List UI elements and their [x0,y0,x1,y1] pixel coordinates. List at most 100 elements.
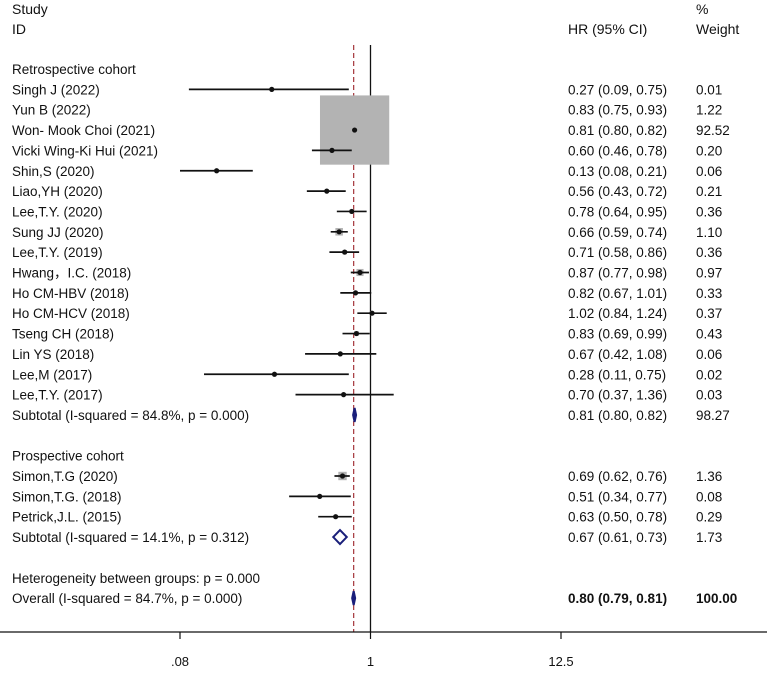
subtotal-label: Subtotal (I-squared = 84.8%, p = 0.000) [12,408,249,423]
study-label: Lee,T.Y. (2019) [12,245,103,260]
study-label: Lin YS (2018) [12,347,94,362]
point-estimate [369,310,375,316]
point-estimate [349,208,355,215]
study-label: Won- Mook Choi (2021) [12,123,155,138]
subtotal-diamond [331,528,349,546]
study-label: Simon,T.G. (2018) [12,489,122,504]
weight-text: 0.37 [696,306,722,321]
group-label: Retrospective cohort [12,62,136,77]
study-label: Tseng CH (2018) [12,327,114,342]
effect-ci-text: 0.56 (0.43, 0.72) [568,184,667,199]
effect-ci-text: 0.60 (0.46, 0.78) [568,143,667,158]
column-headers: Study ID HR (95% CI) % Weight [12,1,739,37]
effect-ci-text: 0.70 (0.37, 1.36) [568,388,667,403]
effect-ci-text: 0.81 (0.80, 0.82) [568,123,667,138]
weight-text: 98.27 [696,408,730,423]
weight-text: 1.10 [696,225,722,240]
study-label: Lee,T.Y. (2020) [12,204,103,219]
study-label: Singh J (2022) [12,82,100,97]
point-estimate [342,249,348,255]
point-estimate [333,514,339,520]
point-estimate [317,493,323,499]
point-estimate [357,269,363,276]
weight-text: 0.06 [696,164,722,179]
study-label: Sung JJ (2020) [12,225,104,240]
effect-ci-text: 0.80 (0.79, 0.81) [568,591,667,606]
study-label: Lee,T.Y. (2017) [12,388,103,403]
point-estimate [353,330,360,337]
point-estimate [214,168,220,174]
point-estimate [329,147,335,153]
point-estimate [352,127,358,133]
effect-ci-text: 0.83 (0.69, 0.99) [568,327,667,342]
subtotal-diamond [352,407,358,423]
effect-ci-text: 0.66 (0.59, 0.74) [568,225,667,240]
point-estimate [324,188,330,194]
weight-text: 1.73 [696,530,722,545]
point-estimate [340,392,347,398]
subtotal-label: Subtotal (I-squared = 14.1%, p = 0.312) [12,530,249,545]
header-effect: HR (95% CI) [568,21,647,37]
header-percent: % [696,1,708,17]
weight-text: 0.36 [696,245,722,260]
weight-text: 1.22 [696,103,722,118]
study-label: Petrick,J.L. (2015) [12,510,122,525]
weight-text: 92.52 [696,123,730,138]
study-label: Lee,M (2017) [12,367,92,382]
weight-text: 0.43 [696,327,722,342]
study-label: Ho CM-HBV (2018) [12,286,129,301]
weight-text: 0.21 [696,184,722,199]
effect-ci-text: 0.87 (0.77, 0.98) [568,266,667,281]
header-id: ID [12,21,26,37]
effect-ci-text: 0.83 (0.75, 0.93) [568,103,667,118]
effect-ci-text: 0.82 (0.67, 1.01) [568,286,667,301]
overall-label: Overall (I-squared = 84.7%, p = 0.000) [12,591,242,606]
point-estimate [269,86,275,92]
overall-diamond [351,590,357,606]
point-estimate [337,351,343,357]
weight-text: 1.36 [696,469,722,484]
header-study: Study [12,1,48,17]
effect-ci-text: 0.27 (0.09, 0.75) [568,82,667,97]
effect-ci-text: 0.63 (0.50, 0.78) [568,510,667,525]
effect-ci-text: 0.67 (0.61, 0.73) [568,530,667,545]
effect-ci-text: 0.71 (0.58, 0.86) [568,245,667,260]
header-weight: Weight [696,21,739,37]
weight-text: 0.20 [696,143,722,158]
study-label: Liao,YH (2020) [12,184,103,199]
point-estimate [352,290,359,296]
x-tick-label: 1 [367,654,374,669]
study-label: Hwang，I.C. (2018) [12,266,131,281]
weight-text: 0.36 [696,204,722,219]
effect-ci-text: 0.69 (0.62, 0.76) [568,469,667,484]
x-tick-label: .08 [171,654,189,669]
weight-text: 0.01 [696,82,722,97]
effect-ci-text: 0.81 (0.80, 0.82) [568,408,667,423]
x-axis: .08 1 12.5 [0,631,767,669]
weight-text: 0.08 [696,489,722,504]
effect-ci-text: 0.78 (0.64, 0.95) [568,204,667,219]
study-label: Simon,T.G (2020) [12,469,118,484]
weight-text: 0.97 [696,266,722,281]
effect-ci-text: 0.13 (0.08, 0.21) [568,164,667,179]
forest-marks [180,86,394,606]
weight-text: 100.00 [696,591,737,606]
effect-ci-text: 0.28 (0.11, 0.75) [568,367,666,382]
weight-text: 0.06 [696,347,722,362]
weight-text: 0.33 [696,286,722,301]
study-label: Vicki Wing-Ki Hui (2021) [12,143,158,158]
x-tick-label: 12.5 [548,654,573,669]
effect-ci-text: 1.02 (0.84, 1.24) [568,306,667,321]
study-label: Ho CM-HCV (2018) [12,306,130,321]
group-label: Prospective cohort [12,449,124,464]
effect-ci-text: 0.51 (0.34, 0.77) [568,489,667,504]
study-label: Yun B (2022) [12,103,91,118]
note-label: Heterogeneity between groups: p = 0.000 [12,571,260,586]
study-label: Shin,S (2020) [12,164,95,179]
weight-text: 0.03 [696,388,722,403]
effect-ci-text: 0.67 (0.42, 1.08) [568,347,667,362]
point-estimate [271,371,278,377]
weight-text: 0.29 [696,510,722,525]
point-estimate [336,229,342,235]
